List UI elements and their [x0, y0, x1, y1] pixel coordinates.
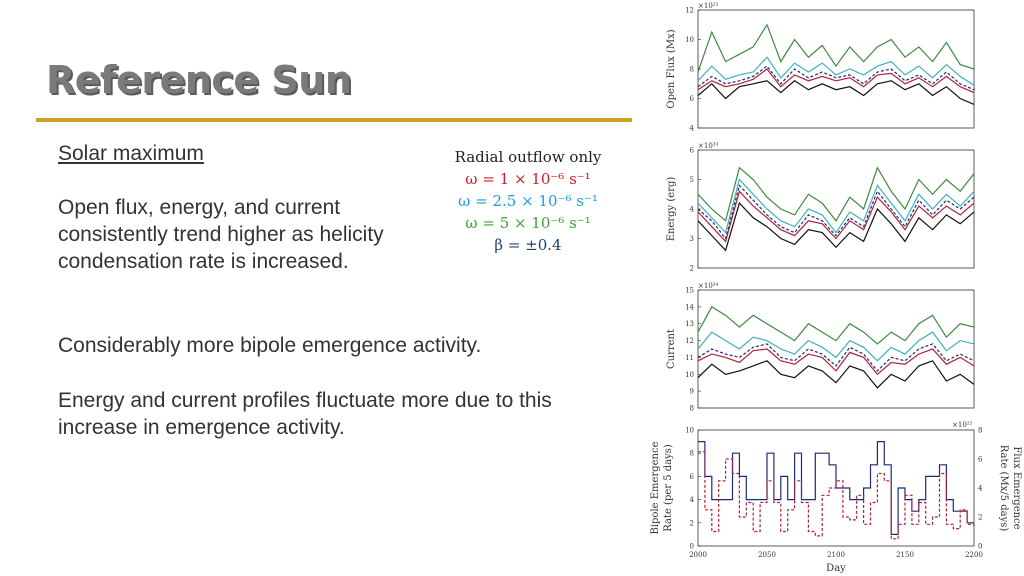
emergence-plot: ×10²² Bipole Emergence Rate (per 5 days)…: [650, 421, 1022, 574]
legend-item-omega-2-5: ω = 2.5 × 10⁻⁶ s⁻¹: [458, 192, 598, 210]
flux-ylabel-line2: Rate (Mx/5 days): [998, 445, 1009, 532]
y-tick-label: 4: [690, 206, 695, 214]
y-tick-label: 14: [685, 303, 694, 311]
legend-item-omega-5: ω = 5 × 10⁻⁶ s⁻¹: [465, 214, 591, 232]
open-flux-multiplier: ×10²²: [698, 2, 719, 10]
y-tick-label: 3: [690, 235, 694, 243]
legend-box: Radial outflow only ω = 1 × 10⁻⁶ s⁻¹ ω =…: [445, 146, 611, 256]
y-tick-label: 9: [690, 388, 694, 396]
series-line-black: [697, 201, 975, 252]
paragraph-bipole: Considerably more bipole emergence activ…: [58, 334, 482, 357]
open-flux-frame: [697, 9, 975, 129]
series-line-navy: [697, 343, 975, 372]
legend-item-beta: β = ±0.4: [494, 236, 562, 254]
y-tick-label: 6: [690, 473, 695, 481]
x-tick-label: 2100: [827, 551, 845, 559]
y-tick-label: 6: [690, 147, 695, 155]
y-tick-label: 8: [690, 405, 694, 413]
y-tick-label: 2: [690, 519, 694, 527]
series-line-green: [697, 166, 975, 222]
emergence-xticks: 2000 2050 2100 2150 2200: [689, 551, 983, 559]
energy-multiplier: ×10³³: [698, 142, 719, 150]
y-tick-label: 4: [690, 496, 695, 504]
current-ylabel: Current: [666, 329, 677, 369]
charts-panel: ×10²² Open Flux (Mx) 4 6 8 10 12 ×10³³ Energ…: [650, 2, 1022, 574]
series-line-cyan: [697, 178, 975, 234]
emergence-lines: [698, 441, 975, 540]
current-yticks: 8 9 10 11 12 13 14 15: [685, 287, 701, 413]
series-line-red: [697, 68, 975, 94]
series-line-cyan: [697, 331, 975, 362]
series-line-black: [697, 80, 975, 105]
y-tick-label: 4: [690, 125, 695, 133]
series-line-green: [697, 23, 975, 73]
series-line-green: [697, 306, 975, 345]
legend-item-omega-1: ω = 1 × 10⁻⁶ s⁻¹: [465, 170, 591, 188]
y-right-tick-label: 2: [978, 514, 982, 522]
current-plot: ×10³⁴ Current 8 9 10 11 12 13 14 15: [666, 282, 975, 413]
x-tick-label: 2150: [896, 551, 914, 559]
series-line-navy: [698, 441, 974, 535]
series-line-cyan: [697, 56, 975, 86]
emergence-frame: [697, 429, 975, 547]
paragraph-fluctuation: Energy and current profiles fluctuate mo…: [58, 389, 552, 439]
y-tick-label: 0: [690, 543, 694, 551]
y-tick-label: 8: [690, 450, 694, 458]
y-tick-label: 13: [685, 320, 694, 328]
flux-yticks-right: 0 2 4 6 8: [978, 427, 983, 551]
legend-header: Radial outflow only: [454, 148, 602, 166]
y-right-tick-label: 4: [978, 485, 983, 493]
x-tick-label: 2200: [965, 551, 983, 559]
emergence-multiplier: ×10²²: [952, 421, 973, 429]
emergence-xlabel: Day: [826, 563, 846, 574]
y-tick-label: 6: [690, 95, 695, 103]
y-tick-label: 10: [685, 36, 694, 44]
emergence-ylabel-line1: Bipole Emergence: [650, 441, 661, 534]
y-tick-label: 10: [685, 427, 694, 435]
y-tick-label: 2: [690, 265, 694, 273]
open-flux-ylabel: Open Flux (Mx): [666, 29, 677, 108]
series-line-red: [697, 190, 975, 243]
paragraph-open-flux: Open flux, energy, and current consisten…: [58, 196, 384, 273]
open-flux-yticks: 4 6 8 10 12: [685, 7, 701, 133]
section-heading: Solar maximum: [58, 142, 204, 165]
current-multiplier: ×10³⁴: [698, 282, 719, 290]
title-underline-rule: [36, 118, 632, 122]
x-tick-label: 2050: [758, 551, 776, 559]
open-flux-plot: ×10²² Open Flux (Mx) 4 6 8 10 12: [666, 2, 975, 133]
open-flux-lines: [697, 23, 975, 105]
slide-title: Reference Sun: [46, 58, 352, 102]
current-lines: [697, 306, 975, 389]
y-tick-label: 12: [685, 337, 694, 345]
emergence-yticks: 0 2 4 6 8 10: [685, 427, 701, 551]
y-tick-label: 12: [685, 7, 694, 15]
y-right-tick-label: 6: [978, 456, 983, 464]
series-line-navy: [697, 184, 975, 240]
y-tick-label: 10: [685, 371, 694, 379]
energy-plot: ×10³³ Energy (erg) 2 3 4 5 6: [666, 142, 975, 273]
series-line-red: [697, 348, 975, 376]
series-line-navy: [697, 65, 975, 91]
energy-ylabel: Energy (erg): [666, 177, 677, 242]
series-line-black: [697, 360, 975, 389]
y-right-tick-label: 8: [978, 427, 982, 435]
energy-lines: [697, 166, 975, 252]
x-tick-label: 2000: [689, 551, 707, 559]
energy-yticks: 2 3 4 5 6: [690, 147, 701, 273]
y-tick-label: 11: [685, 354, 694, 362]
y-tick-label: 5: [690, 176, 694, 184]
y-tick-label: 8: [690, 66, 694, 74]
y-tick-label: 15: [685, 287, 694, 295]
flux-ylabel-line1: Flux Emergence: [1011, 446, 1022, 529]
emergence-ylabel-line2: Rate (per 5 days): [663, 444, 674, 532]
y-right-tick-label: 0: [978, 543, 982, 551]
